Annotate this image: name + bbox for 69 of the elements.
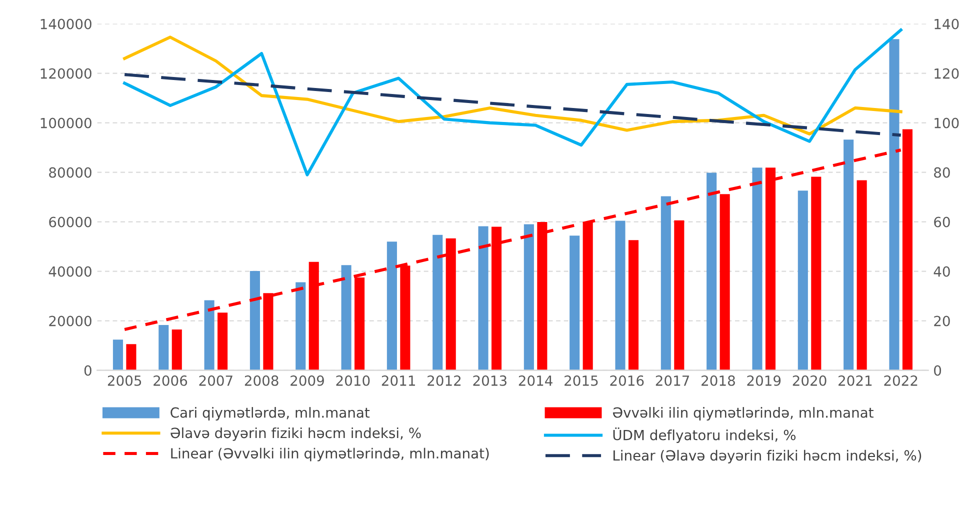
bar bbox=[218, 312, 228, 370]
y2-tick-label: 140 bbox=[934, 18, 959, 30]
bar bbox=[432, 234, 443, 370]
bar bbox=[811, 176, 822, 370]
bar bbox=[158, 325, 169, 370]
bar bbox=[341, 265, 352, 370]
x-tick-label: 2009 bbox=[290, 375, 324, 386]
bar bbox=[204, 300, 214, 370]
bar bbox=[386, 242, 397, 370]
bar bbox=[752, 168, 762, 370]
legend-label: Linear (Əvvəlki ilin qiymətlərində, mln.manat) bbox=[171, 448, 489, 462]
y-tick-label: 40000 bbox=[48, 266, 92, 277]
x-tick-label: 2020 bbox=[792, 375, 826, 386]
y-tick-label: 80000 bbox=[49, 167, 92, 178]
x-tick-label: 2007 bbox=[199, 375, 232, 386]
y2-tick-label: 100 bbox=[934, 118, 959, 128]
y-tick-label: 100000 bbox=[40, 118, 92, 128]
bar bbox=[720, 194, 730, 370]
bar bbox=[524, 224, 534, 370]
y2-tick-label: 20 bbox=[934, 316, 950, 326]
bar bbox=[570, 236, 580, 370]
legend-label: Cari qiymətlərdə, mln.manat bbox=[170, 407, 370, 420]
y-tick-label: 60000 bbox=[49, 216, 92, 228]
y2-tick-label: 40 bbox=[934, 266, 950, 277]
x-tick-label: 2022 bbox=[884, 375, 918, 386]
bar bbox=[674, 220, 684, 370]
bar bbox=[112, 340, 123, 370]
x-tick-label: 2018 bbox=[702, 375, 735, 386]
bar bbox=[126, 344, 136, 370]
x-tick-label: 2013 bbox=[473, 375, 506, 386]
x-tick-label: 2019 bbox=[747, 375, 781, 386]
bar bbox=[172, 329, 182, 370]
bar bbox=[844, 140, 854, 370]
x-tick-label: 2011 bbox=[382, 375, 415, 386]
legend-label: Əlavə dəyərin fiziki həcm indeksi, % bbox=[170, 427, 421, 441]
y2-tick-label: 120 bbox=[934, 68, 959, 79]
y-tick-label: 140000 bbox=[40, 18, 92, 30]
x-tick-label: 2005 bbox=[108, 375, 142, 386]
legend-label: Əvvəlki ilin qiymətlərində, mln.manat bbox=[612, 407, 874, 420]
bar bbox=[250, 271, 260, 370]
x-tick-label: 2010 bbox=[336, 375, 370, 386]
line-series bbox=[123, 28, 902, 176]
legend-label: ÜDM deflyatoru indeksi, % bbox=[613, 427, 796, 443]
legend-label: Linear (Əlavə dəyərin fiziki həcm indeksi, %) bbox=[614, 450, 922, 464]
y-tick-label: 0 bbox=[84, 365, 92, 376]
bar bbox=[889, 39, 900, 370]
x-tick-label: 2014 bbox=[518, 375, 552, 386]
bar bbox=[296, 282, 306, 370]
x-tick-label: 2016 bbox=[610, 375, 644, 386]
bar bbox=[478, 226, 488, 370]
line-series bbox=[123, 73, 902, 137]
y2-tick-label: 60 bbox=[934, 216, 950, 228]
bar bbox=[660, 196, 671, 370]
x-tick-label: 2012 bbox=[428, 375, 461, 386]
x-tick-label: 2021 bbox=[838, 375, 872, 386]
x-tick-label: 2015 bbox=[564, 375, 598, 386]
x-tick-label: 2017 bbox=[656, 375, 690, 386]
y2-tick-label: 80 bbox=[934, 167, 950, 178]
x-tick-label: 2006 bbox=[154, 375, 188, 386]
bar bbox=[798, 190, 808, 370]
x-tick-label: 2008 bbox=[244, 375, 278, 386]
bar bbox=[706, 172, 717, 370]
y-tick-label: 120000 bbox=[40, 68, 92, 79]
line-series bbox=[123, 36, 902, 136]
bar bbox=[615, 220, 626, 370]
y2-tick-label: 0 bbox=[934, 365, 942, 376]
bar bbox=[856, 180, 867, 370]
y-tick-label: 20000 bbox=[49, 316, 92, 326]
bar bbox=[628, 240, 639, 370]
